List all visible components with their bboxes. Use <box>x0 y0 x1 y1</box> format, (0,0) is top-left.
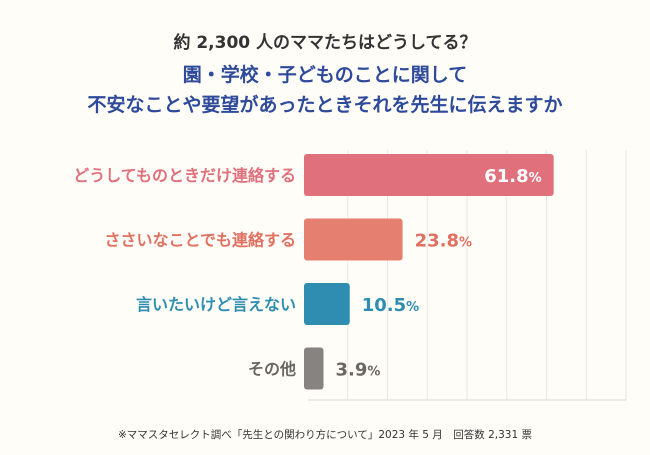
chart-subtitle: 約 2,300 人のママたちはどうしてる？ <box>173 33 477 53</box>
category-label: その他 <box>248 360 296 379</box>
bar <box>304 283 350 325</box>
data-label: 3.9% <box>336 360 381 381</box>
bar <box>304 347 324 390</box>
category-label: ささいなことでも連絡する <box>104 231 296 250</box>
bar <box>304 154 554 196</box>
data-label: 61.8% <box>484 166 541 187</box>
data-label: 10.5% <box>362 295 419 316</box>
category-label: どうしてものときだけ連絡する <box>73 166 296 185</box>
title-line-1: 園・学校・子どものことに関して <box>182 64 468 86</box>
bar <box>304 218 403 261</box>
data-label: 23.8% <box>415 231 472 252</box>
source-note: ※ママスタセレクト調べ「先生との関わり方について」2023 年 5 月 回答数 … <box>117 429 533 441</box>
chart-title: 園・学校・子どものことに関して 不安なことや要望があったときそれを先生に伝えます… <box>0 60 650 120</box>
title-line-2: 不安なことや要望があったときそれを先生に伝えますか <box>87 94 563 116</box>
category-label: 言いたいけど言えない <box>136 295 296 314</box>
